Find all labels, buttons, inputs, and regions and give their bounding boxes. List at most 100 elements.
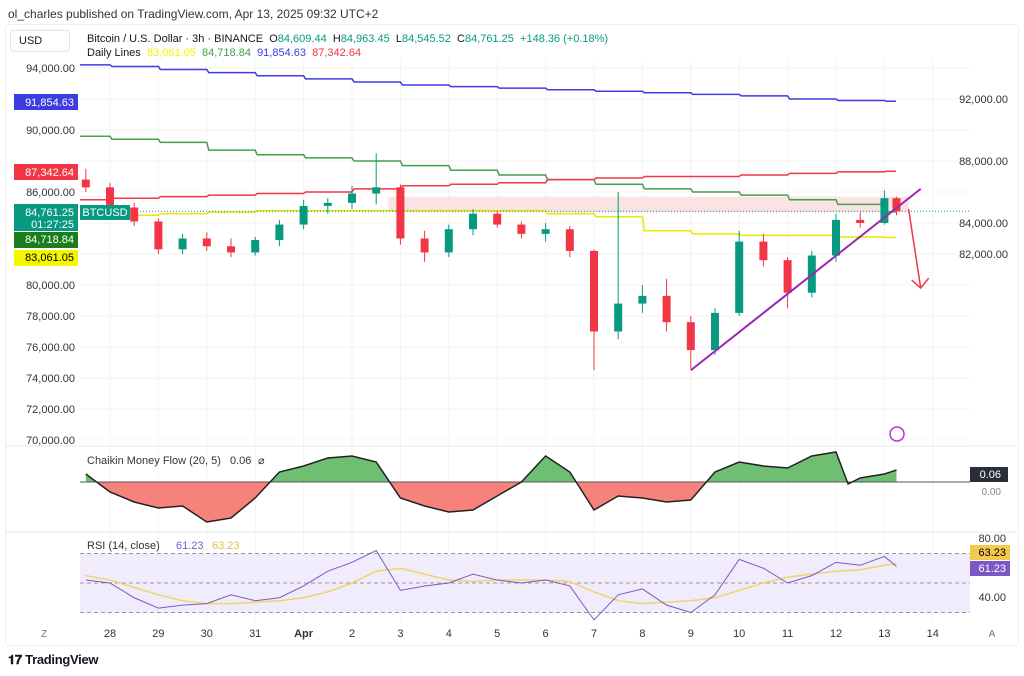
- replay-icon: [889, 426, 905, 442]
- price-tag: [14, 94, 78, 110]
- candle: [275, 224, 284, 241]
- cmf-line: [85, 451, 897, 523]
- x-tick-label: 2: [349, 628, 355, 640]
- y-tick-label: 90,000.00: [26, 125, 75, 137]
- daily-line-red: [80, 170, 896, 201]
- candle: [565, 229, 574, 251]
- rsi-value: 61.23: [176, 540, 204, 552]
- cmf-hide-icon: ⌀: [258, 455, 265, 467]
- o-label: O: [269, 33, 278, 45]
- x-tick-label: 28: [104, 628, 116, 640]
- l-label: L: [395, 33, 402, 45]
- rsi-ma-tag: [970, 545, 1010, 560]
- candle: [372, 187, 381, 194]
- cmf-positive-area: [85, 452, 897, 482]
- candle: [614, 303, 623, 332]
- chart-legend: Bitcoin / U.S. Dollar · 3h · BINANCE O 84…: [87, 32, 608, 60]
- price-tag-label: 91,854.63: [25, 97, 74, 109]
- cmf-title: Chaikin Money Flow (20, 5): [87, 455, 221, 467]
- rsi-tag-label: 61.23: [978, 563, 1006, 575]
- candle: [832, 219, 840, 256]
- price-tag-label: 87,342.64: [25, 167, 74, 179]
- candle: [396, 187, 405, 239]
- x-tick-label: 5: [494, 628, 500, 640]
- x-tick-label: 14: [927, 628, 939, 640]
- daily-line-yellow: [80, 209, 896, 239]
- countdown-label: 01:27:25: [31, 219, 74, 231]
- h-label: H: [332, 33, 341, 45]
- rsi-ma-tag-label: 63.23: [978, 547, 1006, 559]
- price-tag: [14, 204, 78, 231]
- daily-yellow: 83,061.05: [146, 47, 196, 59]
- change-value: +148.36 (+0.18%): [520, 33, 609, 45]
- y-tick-label: 84,000.00: [959, 218, 1008, 230]
- candle: [106, 187, 114, 208]
- daily-green: 84,718.84: [202, 47, 251, 59]
- candle: [299, 205, 308, 225]
- auto-scale-button: A: [989, 629, 996, 640]
- symbol-tag-label: BTCUSD: [82, 207, 127, 219]
- forecast-arrow: [907, 208, 922, 289]
- candle: [227, 246, 235, 253]
- x-tick-label: 12: [830, 628, 842, 640]
- arrow-head: [911, 277, 930, 290]
- cmf-value-tag: [970, 467, 1008, 482]
- trendline: [690, 188, 922, 372]
- price-tag-label: 83,061.05: [25, 252, 74, 264]
- candle: [469, 213, 477, 230]
- candle: [81, 179, 90, 188]
- y-tick-label: 70,000.00: [26, 435, 75, 447]
- x-tick-label: 11: [782, 628, 793, 640]
- low-value: 84,545.52: [401, 33, 451, 45]
- rsi-ma-value: 63.23: [212, 540, 240, 552]
- symbol-title: Bitcoin / U.S. Dollar · 3h · BINANCE: [87, 33, 264, 45]
- close-value: 84,761.25: [464, 33, 514, 45]
- x-tick-label: 10: [733, 628, 745, 640]
- c-label: C: [457, 33, 465, 45]
- candle: [541, 229, 550, 234]
- x-tick-label: 31: [249, 628, 261, 640]
- candle: [686, 322, 695, 351]
- y-tick-label: 72,000.00: [26, 404, 75, 416]
- daily-line-blue: [80, 64, 896, 103]
- candle: [783, 260, 792, 293]
- x-tick-label: 4: [446, 628, 452, 640]
- chart-frame: [5, 24, 1019, 646]
- tradingview-logo[interactable]: 𝟏𝟕 TradingView: [8, 652, 99, 668]
- rsi-line: [85, 549, 897, 621]
- candle: [880, 198, 889, 223]
- candle: [323, 202, 332, 206]
- x-tick-label: 6: [543, 628, 549, 640]
- daily-lines-label: Daily Lines: [87, 47, 141, 59]
- y-tick-label: 82,000.00: [959, 249, 1008, 261]
- logo-text: TradingView: [25, 652, 99, 667]
- publisher-line: ol_charles published on TradingView.com,…: [8, 7, 379, 21]
- price-tag: [14, 250, 78, 266]
- candle: [251, 240, 260, 253]
- candle: [590, 250, 598, 332]
- y-tick-label: 74,000.00: [26, 373, 75, 385]
- currency-button[interactable]: USD: [10, 30, 70, 52]
- price-tag: [14, 164, 78, 180]
- daily-blue: 91,854.63: [257, 47, 306, 59]
- x-tick-label: 13: [878, 628, 890, 640]
- y-tick-label: 92,000.00: [959, 94, 1008, 106]
- symbol-tag: [80, 205, 130, 220]
- x-tick-label: 8: [639, 628, 645, 640]
- candle: [517, 224, 526, 234]
- candle: [130, 207, 139, 222]
- candle: [348, 193, 356, 203]
- candle: [711, 312, 719, 351]
- rsi-tick: 40.00: [978, 592, 1006, 604]
- candle: [202, 238, 211, 247]
- candle: [759, 241, 768, 261]
- price-tag-label: 84,718.84: [25, 234, 74, 246]
- x-tick-label: 30: [201, 628, 213, 640]
- x-tick-label: 7: [591, 628, 597, 640]
- price-tag-label: 84,761.25: [25, 207, 74, 219]
- cmf-value-label: 0.06: [980, 469, 1001, 481]
- candle: [444, 229, 453, 253]
- rsi-tick: 80.00: [978, 533, 1006, 545]
- y-tick-label: 78,000.00: [26, 311, 75, 323]
